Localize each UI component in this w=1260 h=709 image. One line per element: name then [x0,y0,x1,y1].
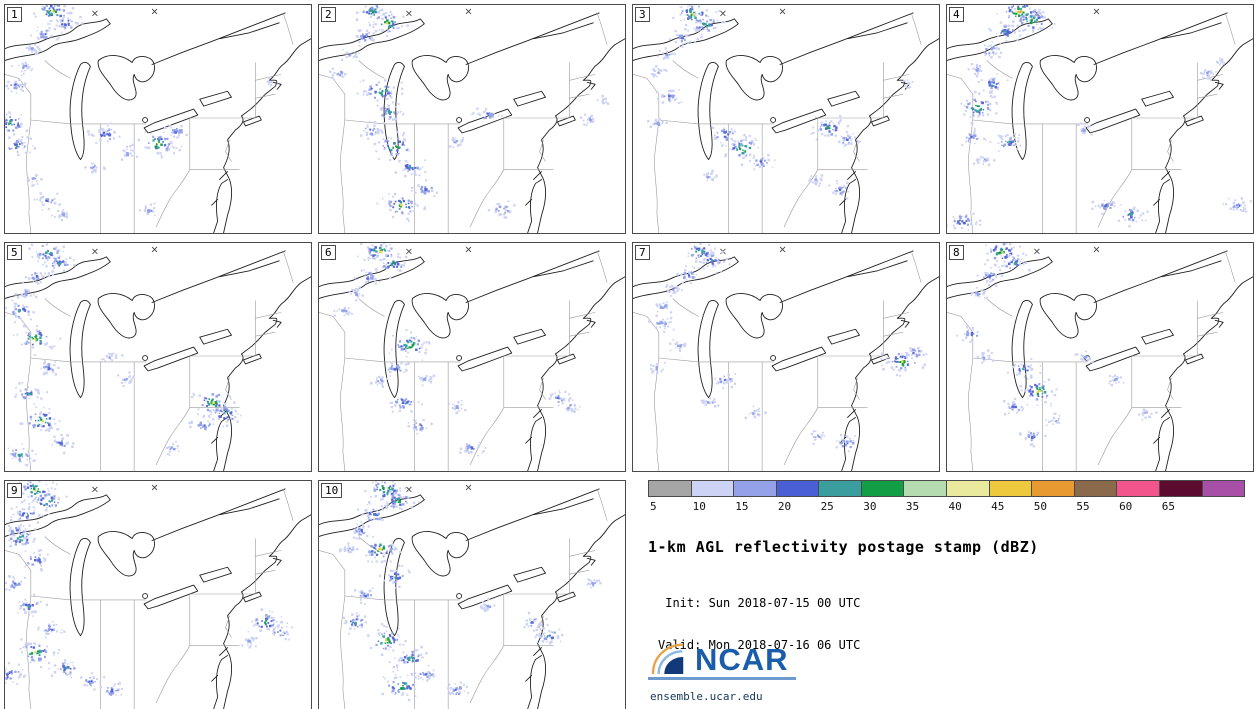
colorbar-tick-label: 10 [692,500,706,513]
colorbar-segment [649,481,692,496]
radar-reflectivity-layer [647,5,914,200]
base-map [319,481,625,709]
legend-block: 5 10 15 20 25 30 35 40 45 50 55 60 65 1-km AGL refle… [648,480,1249,709]
colorbar-tick-label: 35 [905,500,920,513]
init-time: Init: Sun 2018-07-15 00 UTC [658,596,861,610]
radar-reflectivity-layer [956,243,1158,448]
member-number-label: 9 [7,483,22,498]
colorbar-segment [776,481,820,496]
radar-reflectivity-layer [648,243,928,453]
base-map [5,243,311,471]
radar-reflectivity-layer [333,243,581,457]
colorbar-tick-label: 60 [1119,500,1133,513]
colorbar-tick-label: 65 [1161,500,1175,513]
colorbar-tick-label: 20 [777,500,792,513]
member-number-label: 1 [7,7,22,22]
ensemble-member-panel: 7 [632,242,940,472]
ncar-logo-text: NCAR [695,642,789,677]
figure-title: 1-km AGL reflectivity postage stamp (dBZ… [648,538,1039,556]
member-number-label: 4 [949,7,964,22]
colorbar-segment [734,481,777,496]
radar-reflectivity-layer [947,5,1252,231]
ensemble-member-panel: 2 [318,4,626,234]
colorbar-tick-labels: 5 10 15 20 25 30 35 40 45 50 55 60 65 [648,497,1249,515]
colorbar-segment [1159,481,1203,496]
radar-reflectivity-layer [338,481,602,702]
colorbar-tick-label: 45 [991,500,1005,513]
base-map [947,243,1253,471]
member-number-label: 5 [7,245,22,260]
ensemble-member-panel: 1 [4,4,312,234]
radar-reflectivity-layer [5,481,293,696]
ensemble-member-panel: 10 [318,480,626,709]
base-map [947,5,1253,233]
colorbar-segment [989,481,1033,496]
base-map [5,481,311,709]
colorbar-segment [819,481,862,496]
colorbar-segment [861,481,905,496]
base-map [319,243,625,471]
base-map [5,5,311,233]
colorbar-tick-label: 5 [650,500,657,513]
ensemble-member-panel: 3 [632,4,940,234]
colorbar-tick-label: 40 [948,500,962,513]
colorbar-tick-label: 55 [1076,500,1090,513]
ncar-logo: NCAR [648,638,796,680]
colorbar-tick-label: 30 [863,500,877,513]
colorbar-segment [691,481,735,496]
member-number-label: 8 [949,245,964,260]
member-number-label: 2 [321,7,336,22]
colorbar-segment [947,481,990,496]
forecast-times: Init: Sun 2018-07-15 00 UTC Valid: Mon 2… [658,568,860,680]
site-url: ensemble.ucar.edu [650,690,763,703]
base-map [319,5,625,233]
ensemble-member-panel: 6 [318,242,626,472]
colorbar-segment [1117,481,1160,496]
member-number-label: 10 [321,483,343,498]
colorbar-segment [1074,481,1118,496]
base-map [633,243,939,471]
colorbar-tick-label: 50 [1033,500,1048,513]
radar-reflectivity-layer [5,243,242,467]
colorbar-tick-label: 15 [735,500,749,513]
ncar-swoosh-icon [651,643,684,674]
colorbar-segment [904,481,948,496]
colorbar-segment [1032,481,1075,496]
radar-reflectivity-layer [328,5,610,222]
ensemble-member-panel: 5 [4,242,312,472]
colorbar-tick-label: 25 [820,500,834,513]
reflectivity-colorbar [648,480,1245,497]
base-map [633,5,939,233]
member-number-label: 6 [321,245,336,260]
ensemble-member-panel: 8 [946,242,1254,472]
ensemble-member-panel: 4 [946,4,1254,234]
radar-reflectivity-layer [5,5,279,222]
ensemble-member-panel: 9 [4,480,312,709]
member-number-label: 3 [635,7,650,22]
member-number-label: 7 [635,245,650,260]
colorbar-segment [1202,481,1245,496]
